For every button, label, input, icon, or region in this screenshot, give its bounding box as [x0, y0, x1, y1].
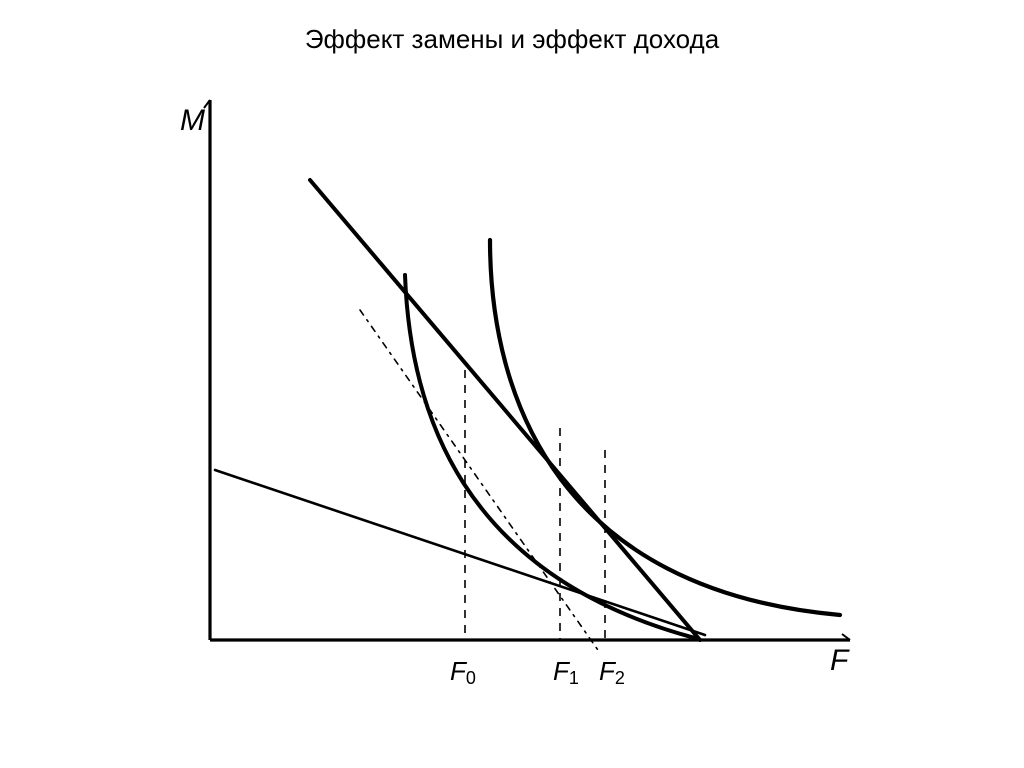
- x-axis-label: F: [830, 644, 850, 677]
- x-tick-F2: F2: [599, 656, 625, 688]
- econ-chart: M F F0 F1 F2: [130, 80, 890, 720]
- indiff-outer: [490, 240, 840, 615]
- x-tick-F1: F1: [553, 656, 579, 688]
- y-axis-label: M: [180, 104, 205, 137]
- page-title: Эффект замены и эффект дохода: [0, 24, 1024, 55]
- page: Эффект замены и эффект дохода M F F0 F1 F2: [0, 0, 1024, 768]
- x-tick-F0: F0: [450, 656, 476, 688]
- chart-container: M F F0 F1 F2: [130, 80, 890, 725]
- budget-steep: [310, 180, 700, 640]
- budget-low: [215, 470, 705, 635]
